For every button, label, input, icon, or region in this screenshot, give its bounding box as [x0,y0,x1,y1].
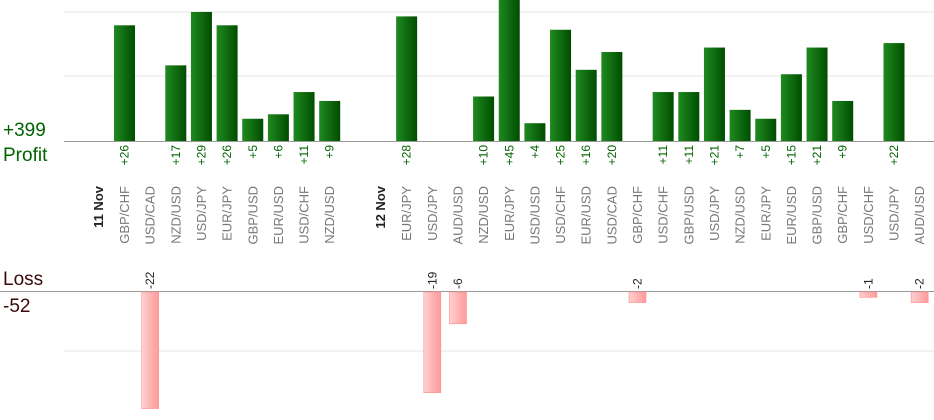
profit-value-label: +11 [682,145,696,165]
pair-label: NZD/USD [476,186,491,244]
profit-value-label: +28 [400,145,414,166]
profit-value-label: +10 [477,145,491,166]
profit-bar [703,47,725,141]
loss-bar [423,291,442,393]
profit-value-label: +22 [887,145,901,166]
pair-label: GBP/CHF [630,186,645,244]
profit-value-label: +21 [810,145,824,166]
profit-bar [319,100,341,141]
pair-label: NZD/USD [733,186,748,244]
profit-value-label: +26 [220,145,234,166]
profit-bar [165,65,187,141]
pair-label: NZD/USD [168,186,183,244]
profit-value-label: +16 [579,145,593,166]
profit-total: +399 [3,120,46,141]
profit-value-label: +4 [528,145,542,159]
profit-value-label: +29 [194,145,208,166]
pair-label: USD/JPY [887,186,902,241]
loss-bar [449,291,467,325]
pair-label: EUR/USD [579,186,594,245]
pair-label: USD/JPY [194,186,209,241]
loss-value-label: -22 [143,271,157,289]
pair-label: NZD/USD [322,186,337,244]
pair-label: GBP/CHF [835,186,850,244]
profit-bar [780,74,802,141]
pair-label: AUD/USD [912,186,927,245]
profit-bar [832,100,854,141]
pair-label: USD/CHF [553,186,568,244]
profit-bar [575,69,597,141]
pair-label: USD/CHF [656,186,671,244]
pair-label: EUR/JPY [399,186,414,241]
pair-label: EUR/USD [784,186,799,245]
profit-value-label: +6 [271,145,285,159]
profit-bar [473,96,495,141]
profit-bar [652,92,674,141]
profit-bar [806,47,828,141]
profit-bar [216,25,238,141]
profit-bar [190,11,212,142]
pair-label: GBP/CHF [117,186,132,244]
profit-bar [601,52,623,141]
day-label: 11 Nov [91,185,106,228]
profit-value-label: +7 [733,145,747,159]
profit-bar [524,123,546,141]
profit-bar [293,92,315,141]
loss-value-label: -1 [861,278,875,289]
pair-label: USD/CHF [297,186,312,244]
profit-bar [498,0,520,141]
profit-value-label: +5 [246,145,260,159]
profit-bar [114,25,135,141]
profit-bar [267,114,289,141]
pair-label: EUR/JPY [758,186,773,241]
profit-value-label: +5 [759,145,773,159]
profit-value-label: +21 [707,145,721,166]
profit-value-label: +20 [605,145,619,166]
loss-value-label: -2 [631,278,645,289]
loss-bar [628,291,647,303]
profit-value-label: +15 [784,145,798,166]
pair-label: USD/CAD [604,186,619,245]
loss-value-label: -19 [425,271,439,289]
profit-value-label: +9 [323,145,337,159]
profit-label: Profit [3,145,48,166]
profit-bar [550,29,572,141]
pair-label: GBP/USD [810,186,825,245]
profit-value-label: +11 [656,145,670,165]
profit-value-label: +9 [836,145,850,159]
loss-bar [859,291,878,298]
loss-label: Loss [3,269,44,290]
profit-bar [755,118,777,141]
pair-label: USD/JPY [425,186,440,241]
loss-value-label: -6 [451,278,465,289]
pair-label: GBP/USD [681,186,696,245]
profit-bar [242,118,264,141]
pair-label: USD/USD [527,186,542,245]
loss-bar [141,291,159,409]
profit-value-label: +25 [554,145,568,166]
profit-bar [396,16,418,141]
profit-value-label: +26 [118,145,132,166]
profit-value-label: +11 [297,145,311,165]
pair-label: AUD/USD [450,186,465,245]
profit-value-label: +17 [169,145,183,166]
loss-bar [910,291,929,303]
pair-label: USD/CHF [861,186,876,244]
profit-bar [883,43,905,141]
loss-total: -52 [3,296,31,317]
pair-label: USD/CAD [143,186,158,245]
pair-label: USD/JPY [707,186,722,241]
profit-value-label: +45 [502,145,516,166]
pair-label: GBP/USD [245,186,260,245]
pair-label: EUR/USD [271,186,286,245]
profit-bar [678,92,700,141]
profit-bar [729,109,751,141]
loss-value-label: -2 [913,278,927,289]
day-label: 12 Nov [373,185,388,228]
pair-label: EUR/JPY [502,186,517,241]
pair-label: EUR/JPY [220,186,235,241]
